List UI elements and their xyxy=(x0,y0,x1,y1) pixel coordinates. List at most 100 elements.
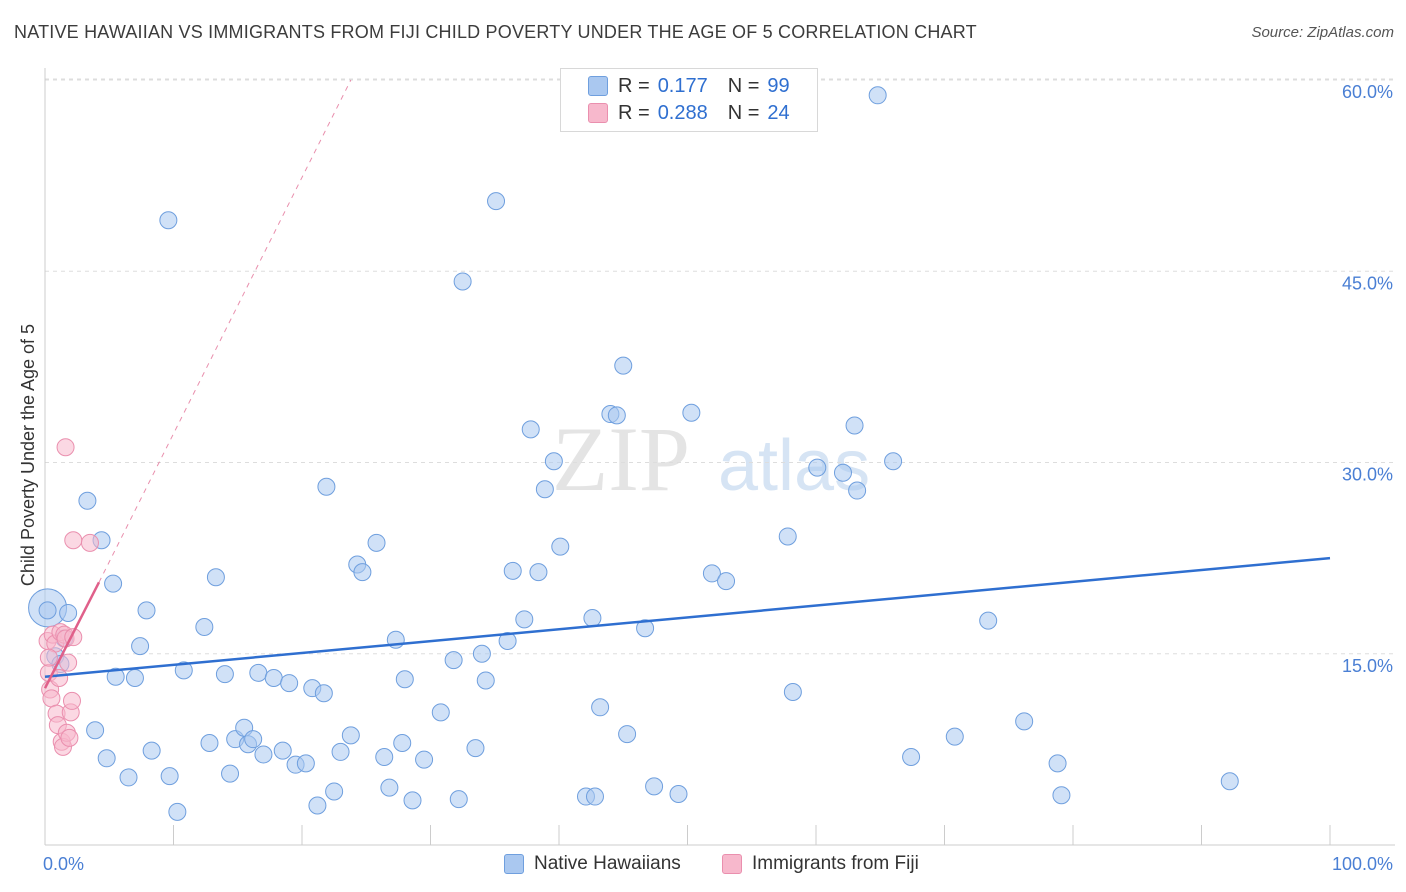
data-point xyxy=(273,741,292,760)
bottom-legend-native-hawaiians: Native Hawaiians xyxy=(504,852,681,876)
data-point xyxy=(254,745,273,764)
data-point xyxy=(848,481,867,500)
data-point xyxy=(42,689,61,708)
data-point xyxy=(97,749,116,768)
bottom-legend-label: Immigrants from Fiji xyxy=(752,853,919,874)
data-point xyxy=(59,603,78,622)
data-point xyxy=(717,572,736,591)
legend-r-value: 0.177 xyxy=(657,74,708,97)
data-point xyxy=(778,527,797,546)
y-tick-label: 30.0% xyxy=(1342,465,1393,485)
data-point xyxy=(682,403,701,422)
trend-line-native-hawaiians xyxy=(44,556,1331,678)
data-point xyxy=(472,644,491,663)
legend-r-value: 0.288 xyxy=(657,101,708,124)
data-point xyxy=(39,648,58,667)
data-point xyxy=(453,272,472,291)
data-point xyxy=(195,617,214,636)
data-point xyxy=(56,438,75,457)
bottom-legend-swatch-pink xyxy=(722,854,742,874)
data-point xyxy=(174,661,193,680)
data-point xyxy=(515,610,534,629)
y-axis-label: Child Poverty Under the Age of 5 xyxy=(18,324,38,586)
data-point xyxy=(159,211,178,230)
trend-lines xyxy=(43,79,1331,689)
data-point xyxy=(585,787,604,806)
y-tick-label: 60.0% xyxy=(1342,82,1393,102)
chart-title: NATIVE HAWAIIAN VS IMMIGRANTS FROM FIJI … xyxy=(14,22,977,42)
data-point xyxy=(979,611,998,630)
data-point xyxy=(308,796,327,815)
data-point xyxy=(375,748,394,767)
legend-swatch-pink xyxy=(588,103,608,123)
y-tick-label: 15.0% xyxy=(1342,656,1393,676)
x-tick-label: 100.0% xyxy=(1332,854,1393,874)
data-point xyxy=(415,750,434,769)
data-point xyxy=(380,778,399,797)
data-point xyxy=(393,734,412,752)
data-point xyxy=(60,728,79,747)
data-point xyxy=(142,741,161,760)
legend-r-label: R = xyxy=(618,74,650,97)
data-point xyxy=(119,768,138,787)
series-immigrants-from-fiji xyxy=(38,438,99,756)
data-point xyxy=(535,480,554,499)
tick-labels: 15.0% 30.0% 45.0% 60.0% 0.0% 100.0% xyxy=(43,82,1393,874)
data-point xyxy=(131,637,150,656)
data-point xyxy=(403,791,422,810)
data-point xyxy=(833,463,852,482)
data-point xyxy=(160,767,179,786)
data-point xyxy=(244,730,263,749)
data-point xyxy=(783,683,802,701)
chart-source: Source: ZipAtlas.com xyxy=(1251,24,1394,41)
data-point xyxy=(367,533,386,552)
legend-n-value: 24 xyxy=(767,101,790,124)
data-point xyxy=(249,663,268,682)
data-point xyxy=(64,531,83,550)
trend-line-extension-immigrants-from-fiji xyxy=(98,79,352,583)
legend-n-label: N = xyxy=(727,74,760,97)
data-point xyxy=(1220,772,1239,791)
data-point xyxy=(206,568,225,587)
legend-row-immigrants-from-fiji: R = 0.288 N = 24 xyxy=(561,100,790,126)
data-point xyxy=(317,477,336,496)
data-point xyxy=(868,86,887,105)
data-point xyxy=(618,725,637,744)
data-point xyxy=(353,563,372,582)
data-point xyxy=(444,651,463,670)
correlation-legend: R = 0.177 N = 99 R = 0.288 N = 24 xyxy=(560,68,818,132)
data-point xyxy=(645,777,664,796)
data-point xyxy=(607,406,626,425)
data-point xyxy=(945,727,964,746)
data-point xyxy=(591,698,610,717)
legend-n-value: 99 xyxy=(767,74,790,97)
data-point xyxy=(264,668,283,687)
data-point xyxy=(59,653,78,672)
data-point xyxy=(1052,786,1071,805)
data-point xyxy=(551,537,570,556)
watermark: ZIP atlas xyxy=(552,408,870,510)
legend-swatch-blue xyxy=(588,76,608,96)
watermark-zip: ZIP xyxy=(552,408,690,510)
data-point xyxy=(808,458,827,477)
data-point xyxy=(902,748,921,767)
data-point xyxy=(884,452,903,471)
data-point xyxy=(168,802,187,821)
data-point xyxy=(669,785,688,803)
data-point xyxy=(200,734,219,752)
data-point xyxy=(431,703,450,722)
data-point xyxy=(636,619,655,638)
data-point xyxy=(104,574,123,593)
data-point xyxy=(529,563,548,582)
data-point xyxy=(331,742,350,761)
data-point xyxy=(221,764,240,783)
data-point xyxy=(314,684,333,703)
data-point xyxy=(78,491,97,510)
bottom-legend-immigrants-from-fiji: Immigrants from Fiji xyxy=(722,852,919,876)
data-point xyxy=(544,452,563,471)
data-point xyxy=(521,420,540,439)
axes xyxy=(44,68,1395,846)
data-point xyxy=(449,790,468,809)
data-point xyxy=(845,416,864,435)
data-point xyxy=(1015,712,1034,731)
